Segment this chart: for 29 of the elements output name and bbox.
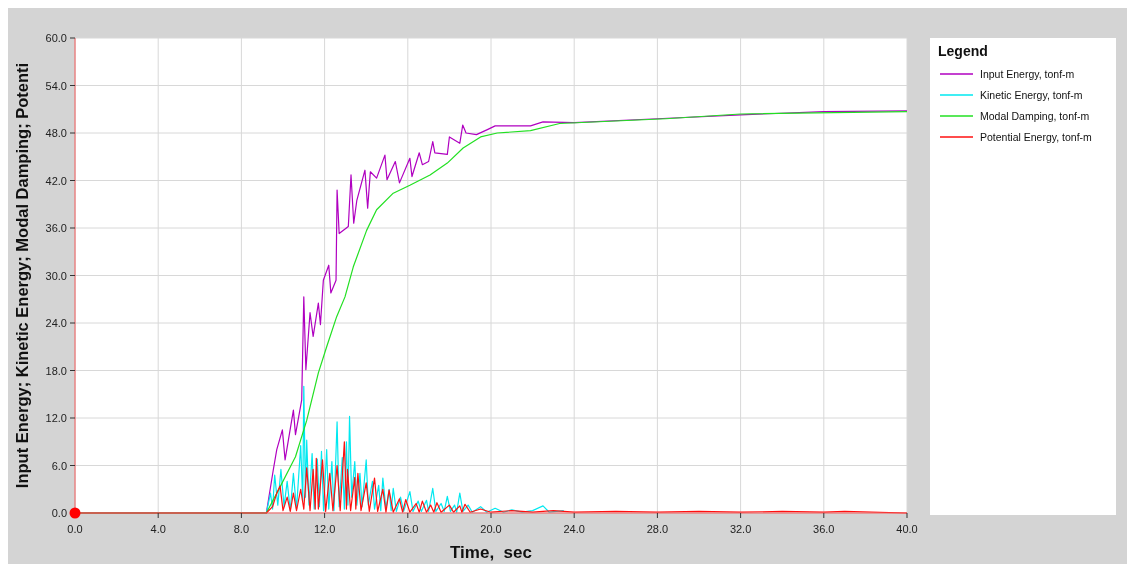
x-tick-label: 8.0 — [233, 523, 250, 535]
x-tick-label: 36.0 — [813, 523, 835, 535]
x-tick-label: 32.0 — [729, 523, 752, 535]
y-axis-title: Input Energy; Kinetic Energy; Modal Damping; Potenti — [13, 62, 31, 489]
y-tick-label: 30.0 — [45, 269, 67, 282]
legend-title: Legend — [938, 43, 988, 59]
legend-label: Kinetic Energy, tonf-m — [980, 89, 1083, 101]
y-tick-label: 18.0 — [45, 364, 67, 377]
x-tick-label: 0.0 — [67, 523, 83, 535]
x-tick-label: 12.0 — [313, 523, 336, 535]
x-axis-title: Time, sec — [450, 543, 532, 562]
y-tick-label: 24.0 — [45, 317, 67, 329]
x-tick-label: 20.0 — [480, 523, 502, 535]
y-tick-label: 54.0 — [45, 79, 67, 92]
x-tick-label: 28.0 — [646, 523, 669, 535]
legend-label: Potential Energy, tonf-m — [980, 131, 1093, 143]
x-tick-label: 4.0 — [150, 523, 166, 535]
y-tick-label: 6.0 — [51, 459, 67, 472]
y-tick-label: 42.0 — [45, 174, 67, 187]
x-tick-label: 16.0 — [397, 523, 419, 535]
x-tick-label: 40.0 — [896, 523, 918, 535]
y-tick-label: 48.0 — [45, 127, 67, 139]
y-tick-label: 36.0 — [45, 222, 67, 234]
y-tick-label: 12.0 — [45, 412, 67, 424]
legend-label: Modal Damping, tonf-m — [980, 110, 1090, 122]
y-tick-label: 0.0 — [51, 507, 67, 519]
x-tick-label: 24.0 — [563, 523, 585, 535]
y-tick-label: 60.0 — [45, 32, 67, 44]
legend-label: Input Energy, tonf-m — [980, 68, 1075, 80]
